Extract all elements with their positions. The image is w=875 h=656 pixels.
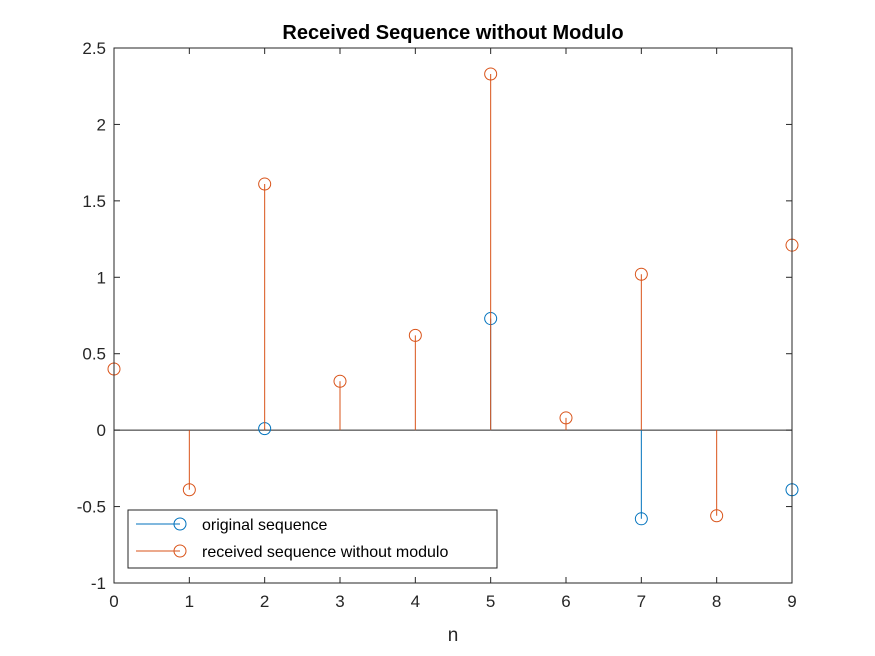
legend-marker-received (173, 544, 187, 558)
legend-marker-original (173, 517, 187, 531)
x-tick-label: 6 (561, 592, 570, 611)
axes-box (113, 47, 793, 584)
stem-marker (634, 267, 648, 281)
y-tick-label: -1 (91, 574, 106, 593)
stem-marker (182, 483, 196, 497)
y-tick-label: 2.5 (82, 39, 106, 58)
y-tick-label: -0.5 (77, 498, 106, 517)
stem-marker (258, 177, 272, 191)
y-tick-label: 0.5 (82, 345, 106, 364)
stem-marker (484, 67, 498, 81)
stem-marker (559, 411, 573, 425)
stem-marker (408, 328, 422, 342)
x-tick-label: 9 (787, 592, 796, 611)
chart-title: Received Sequence without Modulo (282, 22, 623, 44)
axis-ticks: 0 1 2 3 4 5 6 7 8 9 -1 -0.5 0 0.5 1 1.5 2 2.5 (77, 39, 797, 611)
x-tick-label: 7 (637, 592, 646, 611)
x-tick-label: 2 (260, 592, 269, 611)
x-tick-label: 5 (486, 592, 495, 611)
series-1 (107, 67, 799, 523)
legend-label-original: original sequence (202, 517, 328, 534)
x-tick-label: 4 (411, 592, 420, 611)
legend: original sequence received sequence with… (127, 509, 498, 569)
stem-marker (333, 374, 347, 388)
x-tick-label: 0 (109, 592, 118, 611)
legend-label-received: received sequence without modulo (202, 544, 448, 561)
y-tick-label: 0 (97, 421, 106, 440)
stem-marker (710, 509, 724, 523)
y-tick-label: 1.5 (82, 192, 106, 211)
x-tick-label: 3 (335, 592, 344, 611)
stem-plot-area (107, 67, 799, 526)
y-tick-label: 2 (97, 115, 106, 134)
legend-box (127, 509, 498, 569)
x-tick-label: 8 (712, 592, 721, 611)
y-tick-label: 1 (97, 268, 106, 287)
x-tick-label: 1 (185, 592, 194, 611)
x-axis-label: n (448, 625, 459, 646)
stem-marker (634, 512, 648, 526)
